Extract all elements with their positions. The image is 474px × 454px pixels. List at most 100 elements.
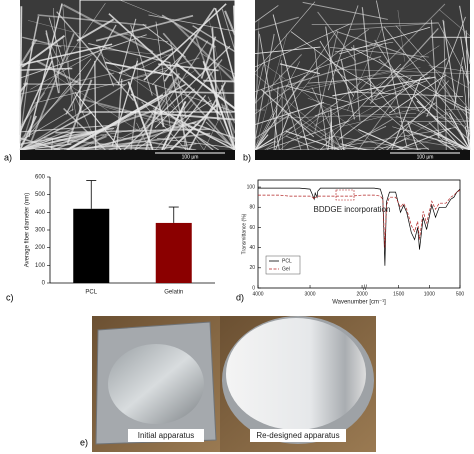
fiber	[279, 63, 320, 75]
fiber	[426, 16, 466, 117]
fiber	[391, 147, 429, 151]
fiber	[396, 73, 453, 119]
fiber	[174, 81, 236, 151]
fiber	[19, 60, 53, 133]
fiber	[161, 14, 216, 48]
fiber	[19, 124, 120, 133]
fiber	[134, 100, 212, 151]
fiber	[221, 103, 236, 143]
fiber	[373, 102, 437, 151]
fiber	[156, 137, 236, 149]
fiber	[275, 114, 290, 151]
fiber	[200, 36, 217, 79]
fiber	[254, 31, 260, 151]
fiber	[31, 42, 172, 56]
fiber	[140, 72, 181, 131]
fiber	[282, 102, 321, 136]
fiber	[111, 60, 139, 146]
panel-label: c)	[6, 292, 14, 302]
fiber	[28, 3, 63, 138]
fiber	[19, 34, 147, 79]
fiber	[374, 80, 427, 101]
fiber	[153, 143, 197, 151]
fiber	[311, 22, 438, 25]
fiber	[466, 138, 471, 151]
sem-inset	[79, 0, 236, 113]
fiber	[206, 66, 236, 124]
fiber	[130, 112, 137, 151]
y-tick-label: 0	[252, 285, 255, 291]
x-tick-label: 1000	[424, 291, 435, 297]
fiber	[148, 14, 236, 32]
fiber	[138, 50, 177, 70]
fiber	[62, 4, 74, 112]
y-tick-label: 500	[35, 192, 46, 198]
fiber	[151, 54, 184, 86]
fiber	[437, 139, 455, 151]
fiber	[465, 50, 471, 99]
fiber	[45, 33, 97, 141]
fiber	[414, 96, 464, 151]
x-axis-label: Wavenumber [cm⁻¹]	[332, 300, 386, 306]
x-tick-label: 4000	[252, 291, 263, 297]
fiber	[347, 26, 383, 111]
fiber	[392, 126, 471, 151]
fiber	[336, 136, 422, 151]
fiber	[156, 40, 209, 118]
fiber	[98, 47, 115, 87]
y-tick-label: 400	[35, 210, 46, 216]
fiber	[20, 3, 106, 125]
scale-label: 100 µm	[182, 154, 199, 160]
y-tick-label: 20	[249, 265, 255, 271]
fiber	[272, 146, 410, 151]
fiber	[200, 52, 236, 75]
legend-label: PCL	[282, 258, 292, 264]
fiber	[281, 60, 283, 151]
fiber	[465, 106, 471, 151]
fiber	[155, 102, 195, 151]
fiber	[96, 112, 175, 151]
fiber	[272, 14, 309, 151]
axis-break: //	[363, 285, 367, 292]
x-tick-label: 500	[456, 291, 465, 297]
fiber	[150, 141, 197, 151]
fiber	[459, 5, 471, 65]
fiber	[428, 65, 471, 73]
y-tick-label: 40	[249, 245, 255, 251]
fiber	[340, 59, 356, 120]
collector-disk	[226, 318, 366, 430]
fiber	[266, 120, 350, 150]
fiber	[360, 3, 446, 90]
y-tick-label: 300	[35, 228, 46, 234]
fiber	[203, 79, 236, 83]
fiber	[62, 36, 79, 127]
fiber	[319, 63, 402, 151]
fiber	[362, 105, 425, 109]
fiber	[434, 77, 471, 121]
fiber	[63, 107, 106, 151]
fiber	[430, 66, 469, 89]
fiber	[158, 63, 219, 72]
fiber	[254, 108, 278, 151]
panel-label: e)	[80, 437, 88, 447]
fiber	[254, 33, 288, 151]
fiber	[62, 4, 154, 53]
fiber	[19, 131, 75, 151]
fiber	[105, 61, 172, 77]
fiber	[53, 74, 141, 132]
fiber	[304, 67, 404, 91]
fiber	[254, 5, 279, 23]
fiber	[127, 81, 154, 151]
caption-box	[128, 429, 204, 442]
x-tick-label: 2000	[356, 291, 367, 297]
fiber	[280, 108, 340, 151]
fiber	[254, 19, 260, 129]
fiber	[319, 40, 355, 97]
fiber	[378, 137, 410, 151]
foil-dish	[108, 344, 204, 424]
fiber	[116, 78, 123, 151]
legend-label: Gel	[282, 266, 290, 272]
caption-box	[250, 429, 346, 442]
fiber	[396, 127, 452, 151]
